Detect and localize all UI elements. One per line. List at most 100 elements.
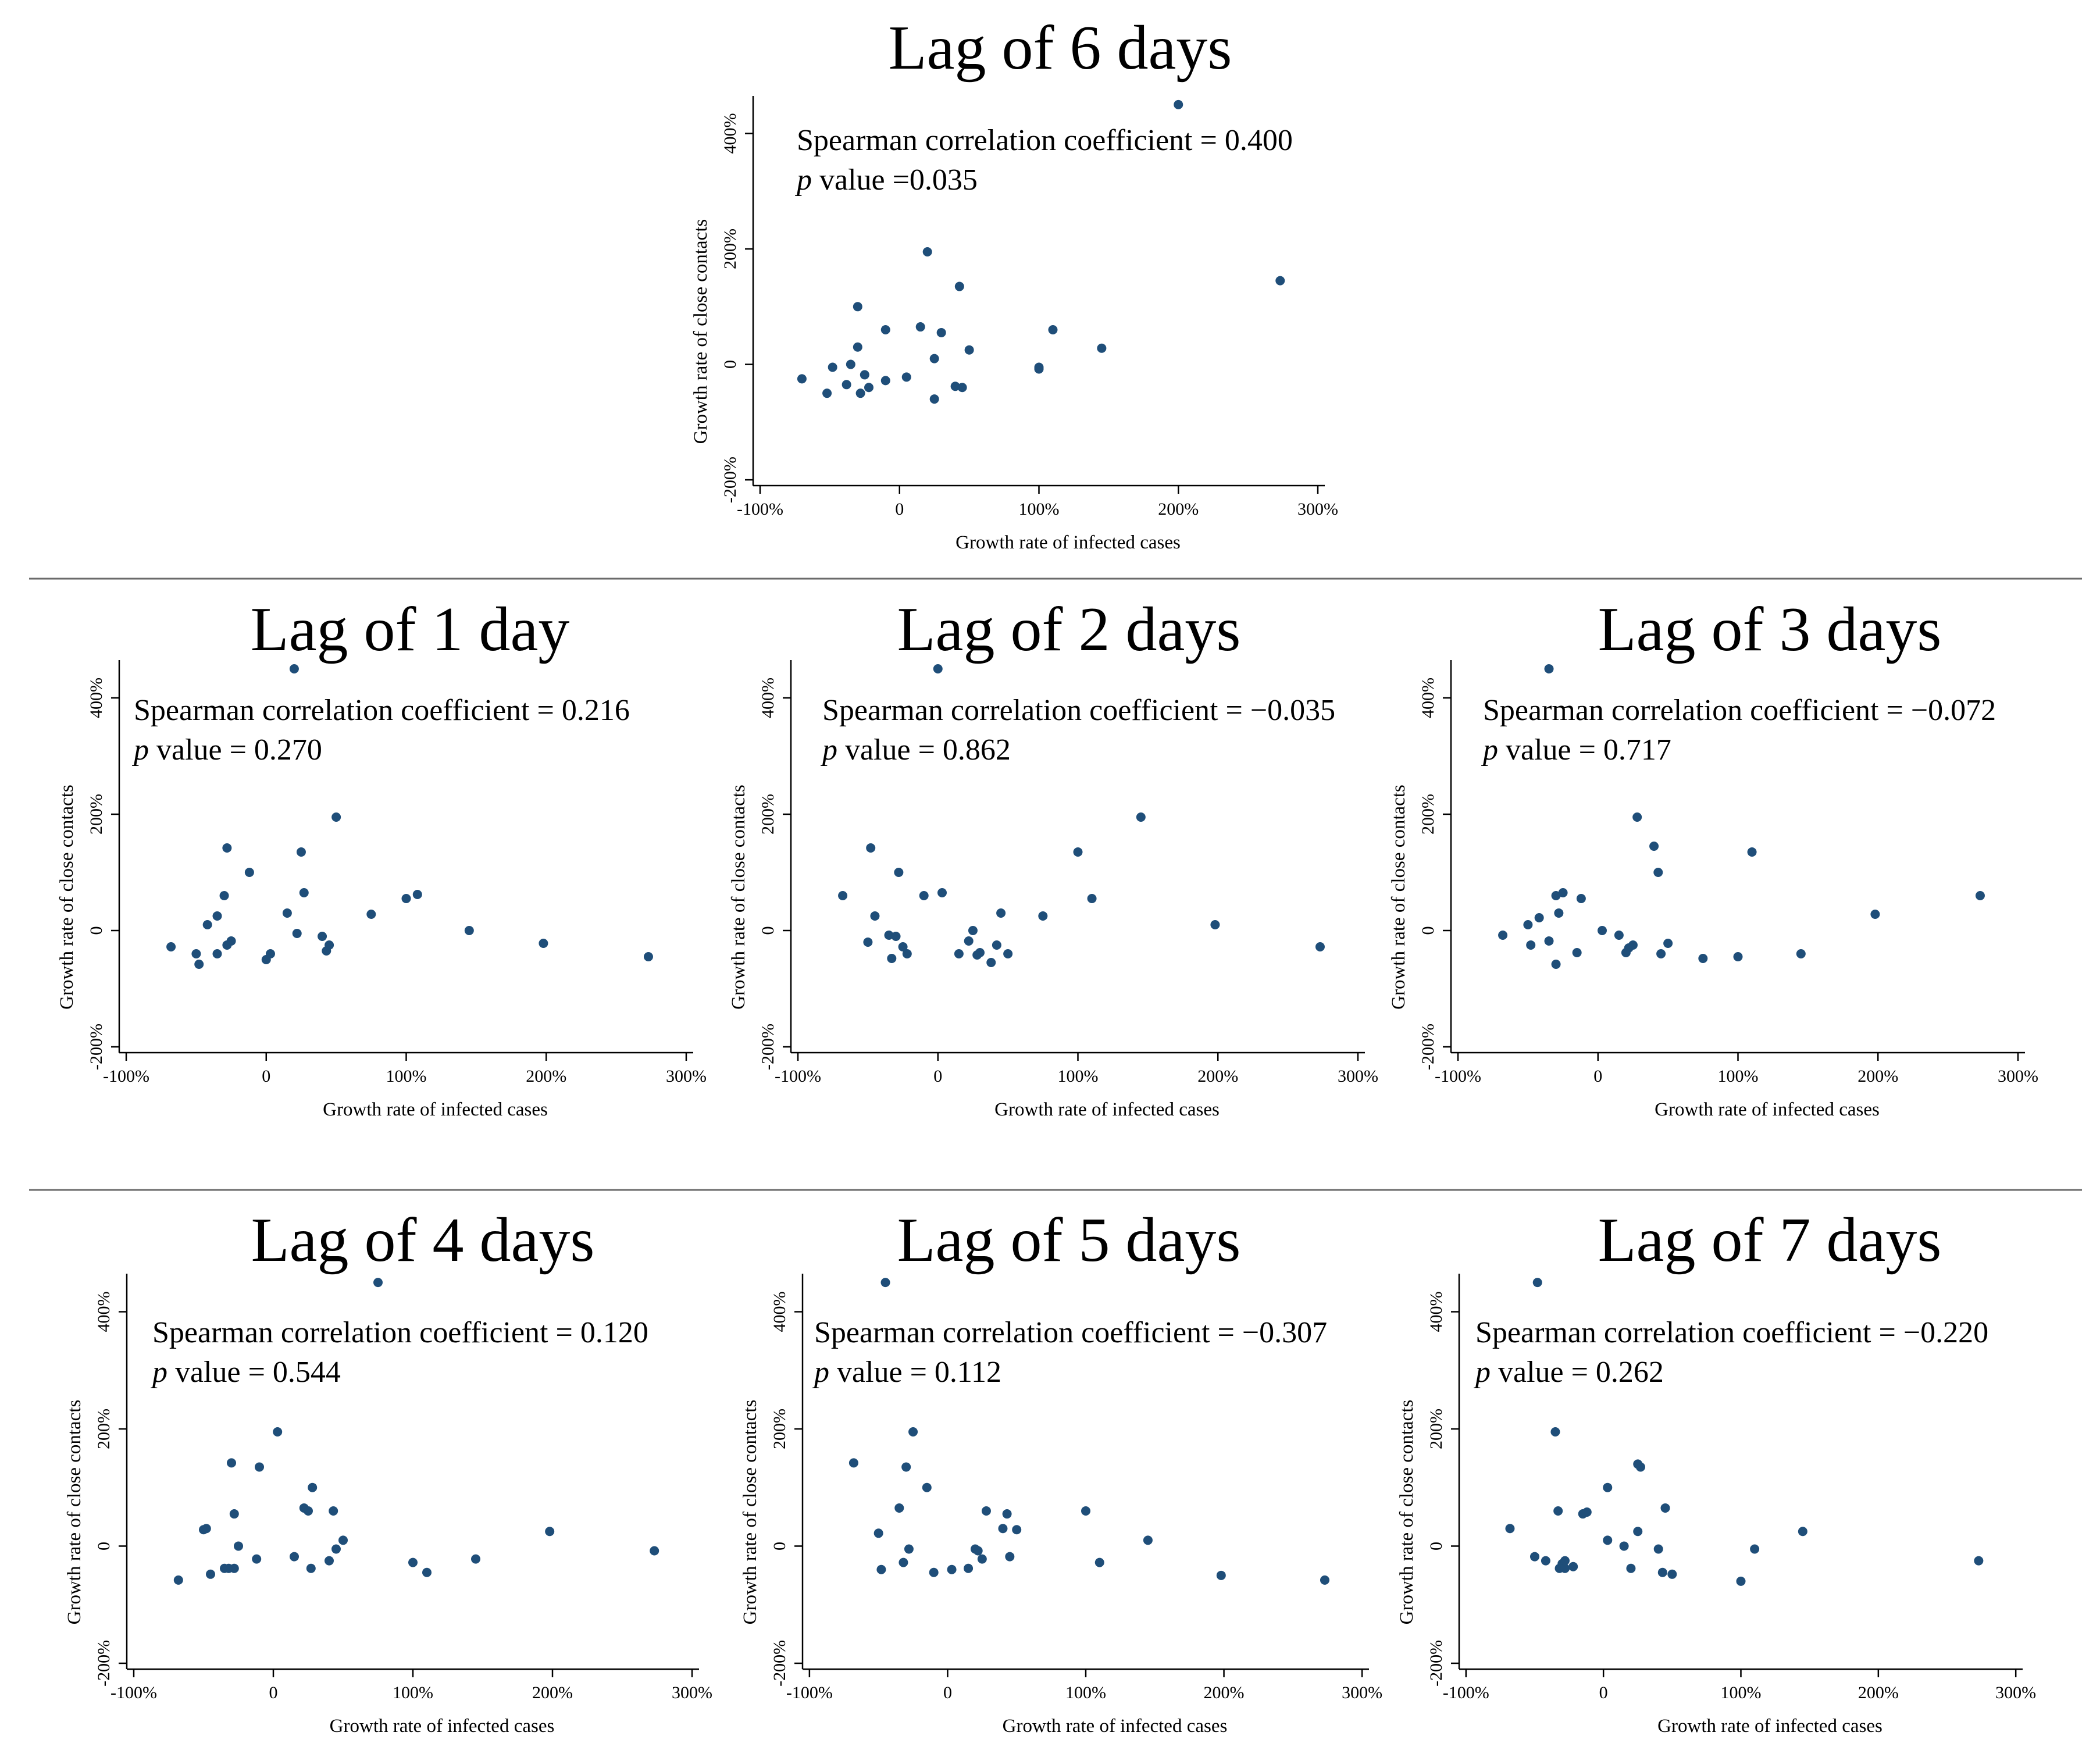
data-point xyxy=(1097,343,1107,353)
data-point xyxy=(1002,1509,1012,1519)
data-point xyxy=(471,1554,480,1564)
data-point xyxy=(1747,847,1757,857)
data-point xyxy=(412,890,422,899)
p-value-text: p value = 0.717 xyxy=(1481,733,1671,767)
x-tick-label: 200% xyxy=(1857,1067,1898,1086)
data-point xyxy=(1736,1576,1746,1586)
x-tick-label: 100% xyxy=(1019,500,1060,519)
p-value-text: p value = 0.112 xyxy=(812,1356,1001,1389)
data-point xyxy=(898,942,908,951)
y-tick-label: 0 xyxy=(94,1542,113,1550)
data-point xyxy=(227,1458,236,1468)
spearman-coefficient-text: Spearman correlation coefficient = 0.216 xyxy=(134,694,630,727)
chart-title: Lag of 4 days xyxy=(251,1206,595,1275)
x-tick-label: 200% xyxy=(1858,1683,1899,1702)
data-point xyxy=(937,888,947,897)
p-symbol: p xyxy=(150,1356,167,1389)
scatter-panel-lag7: Lag of 7 days -100% 0 100% 200% 300% -200% 0 200… xyxy=(1396,1206,2036,1737)
data-point xyxy=(860,370,869,380)
p-value-number: value = 0.862 xyxy=(837,733,1011,767)
data-point xyxy=(296,847,306,857)
data-point xyxy=(1526,940,1536,950)
p-value-number: value = 0.112 xyxy=(829,1356,1001,1389)
y-tick-label: 0 xyxy=(758,926,778,935)
data-point xyxy=(828,362,837,372)
y-tick-label: 0 xyxy=(1427,1542,1446,1550)
data-point xyxy=(1012,1525,1022,1535)
data-point xyxy=(1216,1570,1226,1580)
data-point xyxy=(252,1554,262,1564)
data-point xyxy=(1534,913,1544,922)
data-point xyxy=(901,1462,911,1472)
data-point xyxy=(884,931,894,940)
scatter-panel-lag1: Lag of 1 day -100% 0 100% 200% 300% -200% 0 200%… xyxy=(56,595,707,1120)
scatter-panel-lag3: Lag of 3 days -100% 0 100% 200% 300% -200% 0 200… xyxy=(1388,595,2038,1120)
y-axis-title: Growth rate of close contacts xyxy=(728,785,749,1010)
data-point xyxy=(1038,911,1048,921)
data-point xyxy=(1975,891,1985,900)
y-tick-label: 400% xyxy=(758,678,778,718)
data-point xyxy=(304,1506,313,1516)
data-point xyxy=(863,938,873,947)
data-point xyxy=(1603,1535,1613,1545)
x-tick-label: 300% xyxy=(666,1067,707,1086)
p-value-number: value = 0.270 xyxy=(149,733,322,767)
data-point xyxy=(273,1427,283,1437)
data-point xyxy=(902,949,912,958)
data-point xyxy=(891,932,901,941)
spearman-coefficient-text: Spearman correlation coefficient = 0.120 xyxy=(152,1316,648,1349)
data-point xyxy=(1498,931,1508,940)
data-point xyxy=(1551,891,1561,900)
data-point xyxy=(1550,1427,1560,1437)
x-tick-label: 0 xyxy=(262,1067,270,1086)
chart-title: Lag of 5 days xyxy=(897,1206,1241,1275)
p-value-number: value =0.035 xyxy=(812,163,978,197)
data-point xyxy=(1523,920,1533,929)
y-tick-label: 400% xyxy=(1427,1291,1446,1332)
data-point xyxy=(838,891,848,900)
data-point xyxy=(919,891,929,900)
data-point xyxy=(299,888,309,897)
data-point xyxy=(234,1541,243,1551)
x-tick-label: 200% xyxy=(1197,1067,1238,1086)
x-tick-label: 100% xyxy=(1721,1683,1762,1702)
x-tick-label: 100% xyxy=(393,1683,433,1702)
data-point xyxy=(289,664,299,673)
data-point xyxy=(876,1564,886,1574)
data-point xyxy=(325,1556,334,1566)
data-point xyxy=(206,1569,215,1579)
x-tick-label: 0 xyxy=(1593,1067,1602,1086)
chart-title: Lag of 2 days xyxy=(897,595,1241,664)
x-tick-label: 0 xyxy=(943,1683,952,1702)
data-point xyxy=(1568,1562,1578,1571)
data-point xyxy=(797,374,807,384)
spearman-coefficient-text: Spearman correlation coefficient = −0.03… xyxy=(822,694,1335,727)
y-tick-label: 0 xyxy=(1418,926,1438,935)
x-axis-title: Growth rate of infected cases xyxy=(323,1099,548,1120)
data-point xyxy=(846,359,855,369)
x-tick-label: 300% xyxy=(1297,500,1338,519)
data-point xyxy=(1576,894,1586,903)
data-point xyxy=(1635,1462,1645,1472)
data-point xyxy=(1667,1569,1677,1579)
data-point xyxy=(1529,1552,1539,1562)
data-point xyxy=(1544,936,1554,946)
data-point xyxy=(996,908,1006,918)
data-point xyxy=(975,948,985,957)
x-tick-label: -100% xyxy=(1435,1067,1481,1086)
data-point xyxy=(643,952,653,961)
data-point xyxy=(1733,952,1743,961)
data-point xyxy=(887,954,897,963)
p-value-text: p value = 0.544 xyxy=(150,1356,341,1389)
data-point xyxy=(226,936,236,946)
x-tick-label: 0 xyxy=(895,500,904,519)
x-tick-label: 200% xyxy=(1204,1683,1245,1702)
data-point xyxy=(1633,1527,1643,1537)
data-point xyxy=(1087,894,1097,903)
data-point xyxy=(1541,1556,1550,1566)
data-point xyxy=(1210,920,1220,929)
x-tick-label: 100% xyxy=(1718,1067,1759,1086)
data-point xyxy=(306,1563,316,1573)
p-symbol: p xyxy=(1473,1356,1491,1389)
